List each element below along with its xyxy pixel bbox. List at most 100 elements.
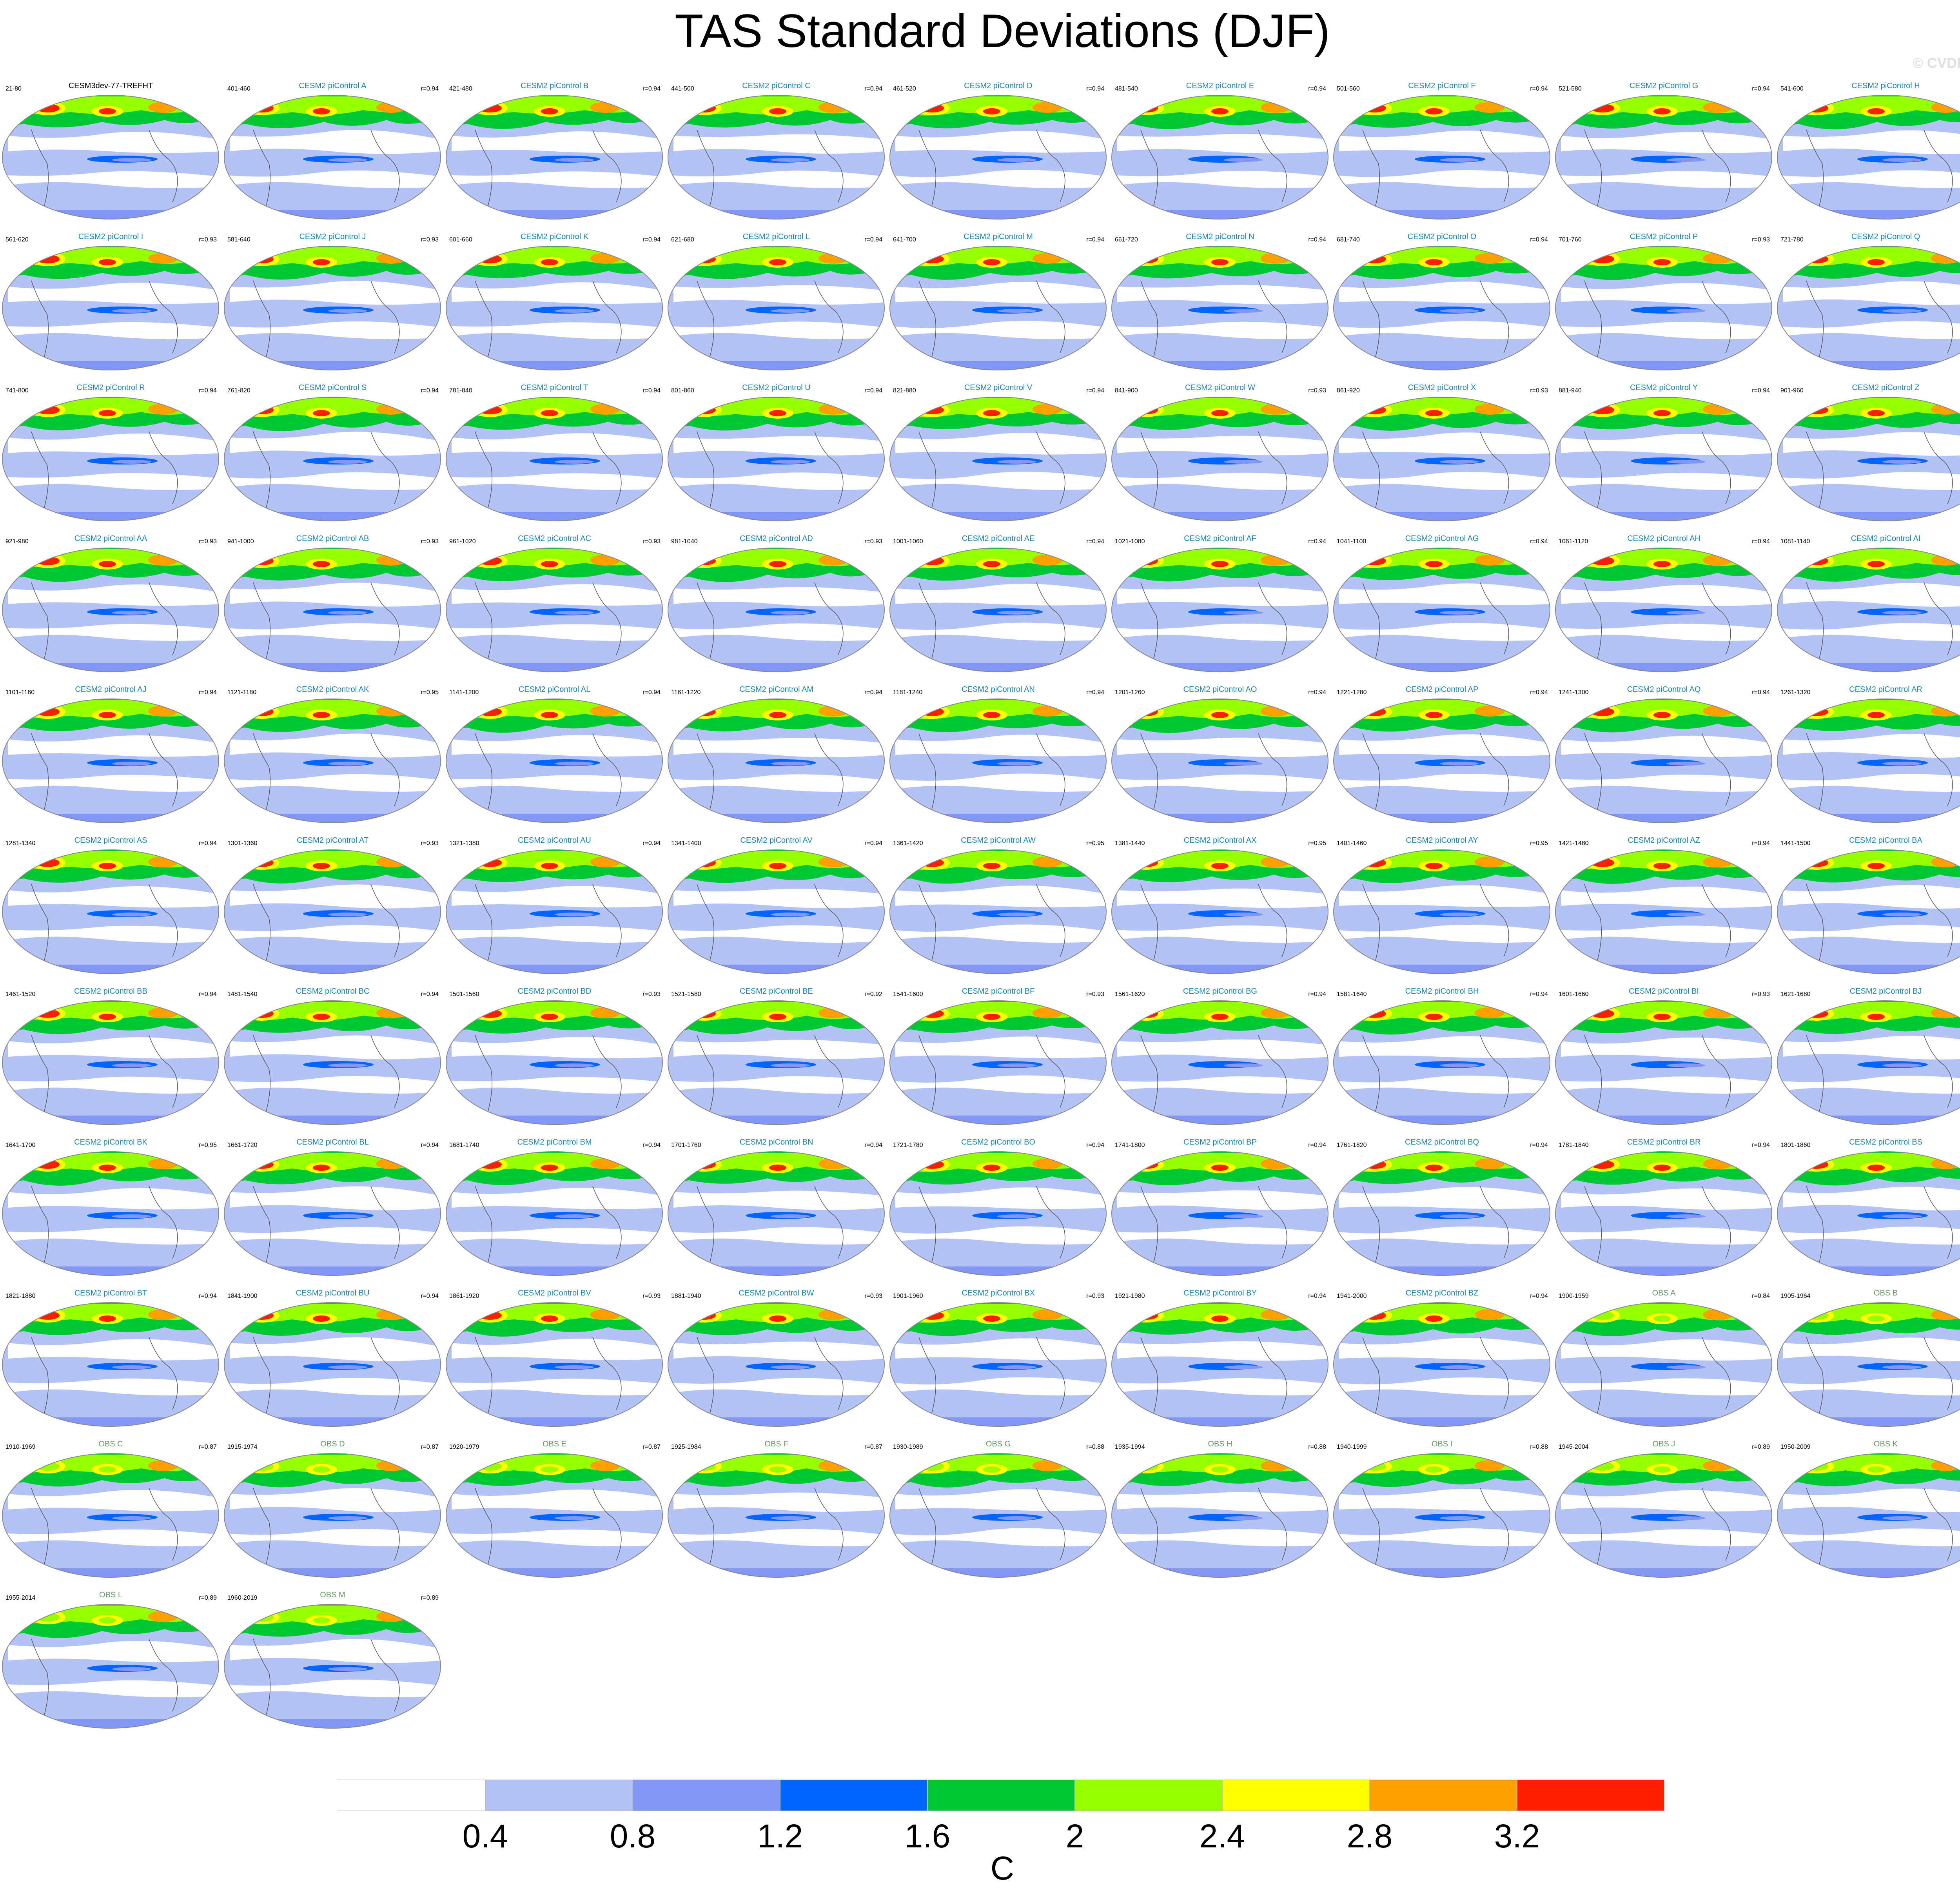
map-plot [668,849,885,974]
map-plot [446,1453,663,1578]
colorbar-tick-label: 1.2 [757,1818,803,1854]
map-plot [668,699,885,823]
panel-title: CESM2 piControl BS [1849,1138,1922,1147]
map-plot [889,699,1107,823]
map-plot [1777,1151,1960,1276]
panel-period-label: 781-840 [449,387,472,394]
panel-title: OBS B [1873,1289,1898,1297]
map-plot [668,1302,885,1427]
map-plot [224,1000,441,1125]
panel-period-label: 1261-1320 [1780,689,1811,696]
map-panel: 1935-1994 OBS H r=0.88 [1109,1429,1331,1580]
panel-title: CESM2 piControl N [1186,232,1254,241]
panel-title: CESM2 piControl AG [1405,534,1479,543]
panel-period-label: 1741-1800 [1115,1142,1145,1148]
panel-correlation-label: r=0.94 [1086,387,1104,394]
map-plot [668,548,885,672]
panel-period-label: 901-960 [1780,387,1804,394]
panel-title: CESM2 piControl BU [296,1289,370,1297]
panel-correlation-label: r=0.95 [1086,840,1104,847]
panel-title: CESM2 piControl X [1408,383,1476,392]
panel-title: OBS G [985,1440,1011,1448]
colorbar-tick-label: 2.4 [1199,1818,1245,1854]
map-plot [2,699,219,823]
panel-title: CESM2 piControl BZ [1405,1289,1479,1297]
map-panel: 1945-2004 OBS J r=0.89 [1553,1429,1775,1580]
panel-title: OBS A [1652,1289,1676,1297]
map-plot [1333,1302,1550,1427]
panel-correlation-label: r=0.89 [199,1595,217,1601]
map-panel: 1901-1960 CESM2 piControl BX r=0.93 [887,1278,1109,1429]
panel-title: CESM2 piControl A [299,82,367,90]
map-panel: 1701-1760 CESM2 piControl BN r=0.94 [666,1127,887,1278]
panel-correlation-label: r=0.94 [421,85,439,92]
map-panel: 1021-1080 CESM2 piControl AF r=0.94 [1109,523,1331,674]
panel-period-label: 1945-2004 [1559,1444,1589,1450]
map-plot [446,397,663,521]
panel-title: CESM2 piControl BJ [1849,987,1922,996]
panel-title: CESM2 piControl BM [517,1138,592,1147]
map-panel: 801-860 CESM2 piControl U r=0.94 [666,372,887,523]
panel-title: CESM2 piControl G [1629,82,1699,90]
panel-correlation-label: r=0.87 [864,1444,882,1450]
panel-period-label: 521-580 [1559,85,1582,92]
panel-period-label: 881-940 [1559,387,1582,394]
panel-period-label: 701-760 [1559,236,1582,243]
map-plot [1777,1453,1960,1578]
panel-period-label: 1361-1420 [893,840,923,847]
panel-period-label: 1041-1100 [1337,538,1367,545]
map-panel: 1201-1260 CESM2 piControl AO r=0.94 [1109,674,1331,825]
panel-correlation-label: r=0.94 [642,1142,661,1148]
panel-correlation-label: r=0.94 [421,387,439,394]
colorbar-segment [1370,1780,1517,1811]
panel-period-label: 1341-1400 [671,840,701,847]
map-panel: 461-520 CESM2 piControl D r=0.94 [887,71,1109,221]
map-panel: 761-820 CESM2 piControl S r=0.94 [222,372,443,523]
panel-period-label: 821-880 [893,387,916,394]
panel-period-label: 1581-1640 [1337,991,1367,998]
panel-correlation-label: r=0.93 [421,236,439,243]
panel-correlation-label: r=0.94 [421,991,439,998]
map-panel: 1461-1520 CESM2 piControl BB r=0.94 [0,976,221,1127]
map-plot [224,849,441,974]
map-panel: 1721-1780 CESM2 piControl BO r=0.94 [887,1127,1109,1278]
map-plot [1111,397,1328,521]
map-panel: 1781-1840 CESM2 piControl BR r=0.94 [1553,1127,1775,1278]
panel-period-label: 601-660 [449,236,472,243]
map-panel: 1061-1120 CESM2 piControl AH r=0.94 [1553,523,1775,674]
map-panel: 1955-2014 OBS L r=0.89 [0,1580,221,1731]
panel-period-label: 801-860 [671,387,694,394]
panel-period-label: 981-1040 [671,538,698,545]
panel-period-label: 1421-1480 [1559,840,1589,847]
map-plot [1777,1302,1960,1427]
panel-title: CESM2 piControl BX [962,1289,1035,1297]
map-plot [224,397,441,521]
panel-period-label: 1021-1080 [1115,538,1145,545]
map-panel: 1921-1980 CESM2 piControl BY r=0.94 [1109,1278,1331,1429]
panel-period-label: 481-540 [1115,85,1138,92]
map-panel: 1321-1380 CESM2 piControl AU r=0.94 [444,825,665,976]
map-plot [224,246,441,370]
map-panel: 521-580 CESM2 piControl G r=0.94 [1553,71,1775,221]
panel-period-label: 1201-1260 [1115,689,1145,696]
panel-title: CESM2 piControl K [520,232,589,241]
panel-correlation-label: r=0.95 [421,689,439,696]
panel-title: CESM2 piControl S [298,383,367,392]
map-plot [889,1151,1107,1276]
panel-period-label: 1681-1740 [449,1142,479,1148]
panel-title: CESM2 piControl B [520,82,589,90]
map-panel: 1121-1180 CESM2 piControl AK r=0.95 [222,674,443,825]
map-panel: 661-720 CESM2 piControl N r=0.94 [1109,221,1331,372]
panel-title: CESM2 piControl AI [1851,534,1921,543]
colorbar-segment [1222,1780,1370,1811]
panel-period-label: 1935-1994 [1115,1444,1145,1450]
panel-period-label: 621-680 [671,236,694,243]
map-panel: 1861-1920 CESM2 piControl BV r=0.93 [444,1278,665,1429]
map-plot [1555,849,1772,974]
panel-correlation-label: r=0.94 [864,1142,882,1148]
panel-correlation-label: r=0.93 [199,236,217,243]
panel-title: OBS H [1208,1440,1232,1448]
